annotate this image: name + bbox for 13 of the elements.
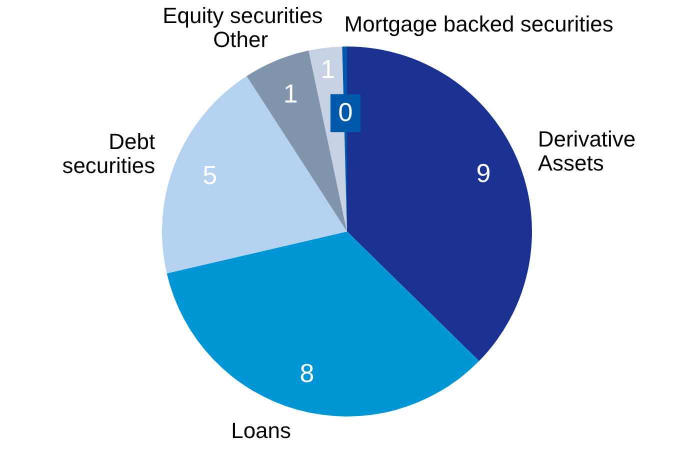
- data-label: 1: [283, 78, 298, 109]
- slice-label: Other: [213, 27, 268, 52]
- slice-label: Derivative Assets: [538, 126, 636, 176]
- pie-slice: [166, 232, 480, 416]
- data-label: 8: [300, 358, 314, 388]
- slice-label: Equity securities: [162, 3, 323, 28]
- data-label: 0: [338, 97, 353, 128]
- data-label: 1: [320, 54, 336, 84]
- data-label: 5: [202, 160, 218, 190]
- slice-label: Mortgage backed securities: [344, 12, 614, 37]
- slice-label: Loans: [231, 418, 292, 443]
- data-label: 9: [476, 158, 491, 188]
- slice-label: Debt securities: [62, 128, 156, 178]
